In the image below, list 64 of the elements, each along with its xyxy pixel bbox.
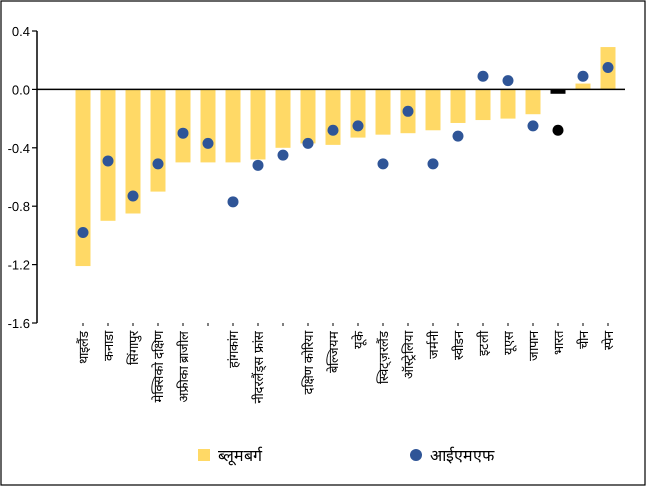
x-tick-label: यूएस [501, 331, 517, 355]
bar [126, 89, 140, 214]
point [452, 130, 464, 142]
y-tick-label: -0.8 [8, 199, 30, 214]
point [428, 158, 438, 170]
point [328, 124, 338, 136]
point [228, 196, 238, 208]
bar [300, 89, 316, 144]
bar [250, 89, 266, 160]
x-tick-label: मेक्सिको दक्षिण [151, 330, 166, 403]
point [278, 150, 288, 161]
point [502, 75, 514, 86]
point [152, 158, 164, 170]
point [78, 226, 88, 238]
x-tick-label: भारत [551, 330, 566, 355]
x-tick-label: थाइलैंड [76, 330, 91, 364]
x-tick-label: चीन [576, 330, 591, 349]
x-tick-label: अफ्रीका ब्राजील [176, 331, 191, 403]
y-tick-label: -1.6 [8, 316, 30, 331]
point [102, 155, 114, 166]
bar [450, 89, 466, 123]
y-tick-label: -1.2 [8, 258, 30, 273]
x-tick-label: सिंगापुर [126, 330, 142, 365]
bar [376, 89, 390, 135]
y-tick-label: 0.0 [12, 82, 30, 98]
x-tick-label: यूके [351, 330, 367, 349]
x-tick-label: कनाडा [101, 330, 116, 361]
x-tick-label: स्पेन [601, 330, 616, 350]
x-tick-label: जर्मनी [426, 330, 441, 359]
legend-label: ब्लूमबर्ग [218, 446, 263, 466]
x-tick-label: स्वीडन [451, 330, 466, 360]
point [578, 70, 588, 82]
point [552, 124, 564, 136]
point [378, 158, 388, 170]
point [352, 120, 364, 132]
point [202, 138, 214, 149]
bar [276, 89, 290, 148]
bar [500, 89, 516, 119]
bar [176, 89, 190, 162]
bar [526, 89, 540, 114]
point [128, 190, 138, 202]
bar [426, 89, 440, 130]
bar [150, 89, 166, 192]
point [252, 160, 264, 171]
bar [76, 89, 90, 266]
bar [200, 89, 216, 162]
x-tick-label: दक्षिण कोरिया [301, 330, 316, 395]
legend-label: आईएमएफ [430, 446, 495, 465]
y-tick-label: -0.4 [8, 140, 30, 156]
y-tick-label: 0.4 [12, 24, 30, 39]
bar [100, 89, 116, 221]
point [302, 138, 314, 149]
point [178, 128, 188, 139]
point [478, 70, 488, 82]
x-tick-label: ऑस्ट्रेलिया [401, 330, 416, 379]
x-tick-label: इटली [476, 330, 491, 356]
x-tick-label: नीदरलैंड्स फ्रांस [251, 331, 267, 404]
x-tick-label: स्विट्ज़रलैंड [376, 330, 392, 384]
x-tick-label: बेल्जियम [326, 331, 341, 373]
bar [226, 89, 240, 162]
bar [476, 89, 490, 120]
x-tick-label: जापान [526, 330, 541, 361]
point [528, 120, 538, 132]
x-tick-label: हांगकांग [226, 330, 241, 368]
